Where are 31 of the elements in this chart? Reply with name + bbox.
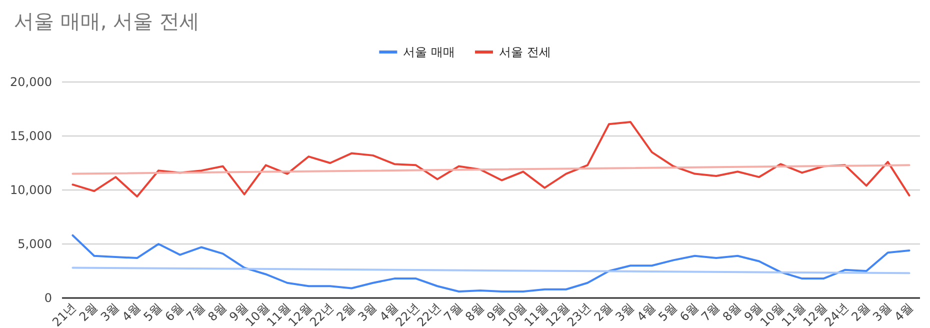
x-tick-label: 2월 (848, 300, 872, 324)
x-tick-label: 4월 (634, 300, 658, 324)
x-tick-label: 5월 (140, 300, 165, 324)
y-tick-label: 20,000 (10, 75, 52, 89)
line-series (72, 234, 910, 293)
y-tick-label: 10,000 (10, 183, 52, 197)
x-tick-label: 3월 (355, 300, 380, 324)
x-tick-label: 6월 (162, 300, 186, 324)
x-tick-label: 3월 (870, 300, 894, 324)
x-tick-label: 4월 (119, 300, 144, 324)
x-tick-label: 7월 (184, 300, 208, 324)
x-tick-label: 7월 (441, 300, 465, 324)
legend-label: 서울 전세 (499, 45, 551, 59)
x-tick-label: 6월 (677, 300, 701, 324)
legend-label: 서울 매매 (403, 45, 455, 59)
x-tick-label: 8월 (205, 300, 229, 324)
y-tick-label: 15,000 (10, 129, 52, 143)
x-tick-label: 8월 (462, 300, 486, 324)
x-tick-label: 8월 (720, 300, 744, 324)
y-tick-label: 0 (44, 291, 52, 305)
x-tick-label: 2월 (334, 300, 358, 324)
line-series (72, 120, 910, 198)
y-tick-label: 5,000 (18, 237, 52, 251)
x-tick-label: 2월 (76, 300, 100, 324)
chart-title: 서울 매매, 서울 전세 (14, 9, 200, 33)
x-tick-label: 5월 (656, 300, 680, 324)
x-tick-label: 3월 (98, 300, 122, 324)
x-tick-label: 7월 (698, 300, 722, 324)
x-tick-label: 4월 (892, 300, 916, 324)
x-tick-label: 2월 (591, 300, 616, 324)
x-tick-label: 3월 (612, 300, 637, 324)
